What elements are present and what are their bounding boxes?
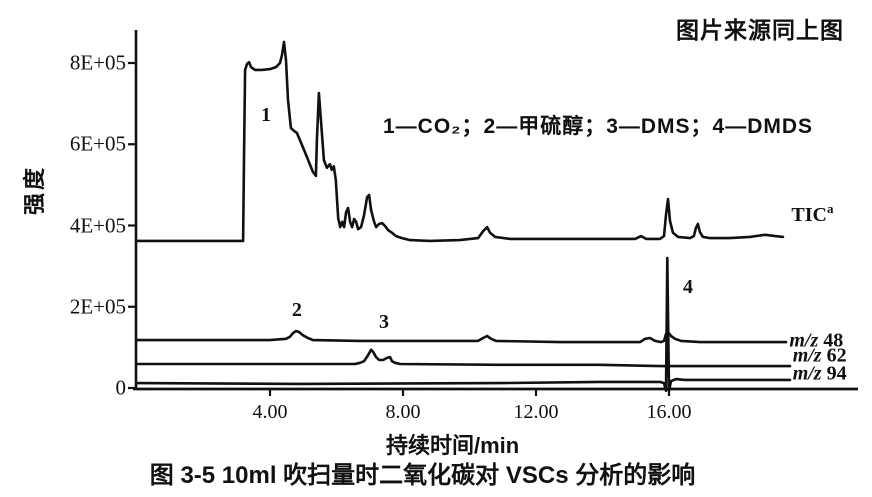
m-z-48-trace bbox=[135, 329, 788, 344]
trace-label-text: TIC bbox=[791, 203, 827, 226]
m-z-94-trace bbox=[135, 256, 792, 393]
y-axis-title: 强度 bbox=[22, 165, 47, 216]
m-z-94-trace-label: m/z 94 bbox=[792, 362, 847, 385]
peak-label-3: 3 bbox=[379, 311, 390, 334]
trace-label-text: m/z bbox=[789, 329, 819, 352]
y-tick-label: 2E+05 bbox=[69, 294, 126, 319]
trace-label-text: m/z bbox=[792, 362, 822, 385]
trace-label-text: 48 bbox=[818, 329, 844, 352]
y-tick-label: 4E+05 bbox=[69, 213, 126, 237]
m-z-62-trace bbox=[135, 348, 792, 368]
x-tick-label: 4.00 bbox=[252, 401, 288, 423]
trace-label-text: m/z bbox=[792, 344, 822, 367]
y-tick-label: 0 bbox=[115, 375, 127, 400]
y-tick-label: 8E+05 bbox=[69, 50, 126, 75]
x-tick-label: 16.00 bbox=[646, 401, 692, 423]
trace-label-text: a bbox=[826, 201, 834, 217]
tic-trace-label: TICa bbox=[791, 199, 833, 225]
trace-label-text: 94 bbox=[821, 362, 847, 385]
x-tick-label: 8.00 bbox=[385, 401, 421, 423]
image-source-note: 图片来源同上图 bbox=[676, 17, 844, 43]
m-z-62-trace-label: m/z 62 bbox=[792, 344, 847, 367]
tic-trace bbox=[135, 40, 785, 243]
peak-label-2: 2 bbox=[291, 299, 302, 321]
x-tick-label: 12.00 bbox=[513, 401, 559, 423]
peak-label-1: 1 bbox=[261, 104, 271, 126]
peak-legend: 1—CO₂；2—甲硫醇；3—DMS；4—DMDS bbox=[383, 115, 814, 138]
trace-label-text: 62 bbox=[821, 344, 847, 367]
m-z-48-trace-label: m/z 48 bbox=[789, 329, 844, 352]
x-axis-title: 持续时间/min bbox=[386, 433, 520, 458]
figure-caption: 图 3-5 10ml 吹扫量时二氧化碳对 VSCs 分析的影响 bbox=[149, 462, 696, 489]
peak-label-4: 4 bbox=[682, 275, 693, 298]
y-tick-label: 6E+05 bbox=[69, 131, 126, 156]
